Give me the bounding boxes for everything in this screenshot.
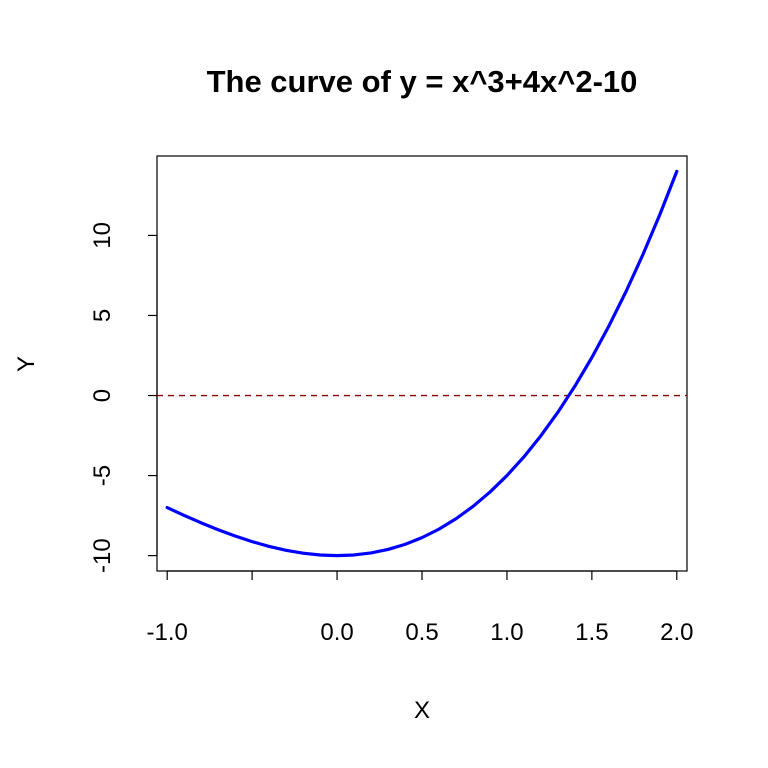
x-tick-label: 2.0 <box>660 619 693 646</box>
chart-title: The curve of y = x^3+4x^2-10 <box>207 64 638 99</box>
y-axis-label: Y <box>13 356 40 372</box>
y-tick-label: 5 <box>89 309 116 322</box>
x-tick-label: -1.0 <box>147 619 188 646</box>
y-tick-label: -5 <box>89 465 116 486</box>
y-tick-label: -10 <box>89 538 116 573</box>
y-tick-label: 0 <box>89 389 116 402</box>
plot-frame <box>156 155 688 572</box>
curve-series-line <box>165 169 679 558</box>
x-tick-label: 0.0 <box>320 619 353 646</box>
x-tick-label: 1.0 <box>490 619 523 646</box>
x-tick-label: 0.5 <box>405 619 438 646</box>
y-ticks: -10 -5 0 5 10 <box>89 222 157 573</box>
x-tick-label: 1.5 <box>575 619 608 646</box>
x-axis-label: X <box>414 697 430 724</box>
y-tick-label: 10 <box>89 222 116 249</box>
x-ticks: -1.0 0.0 0.5 1.0 1.5 2.0 <box>147 571 693 646</box>
